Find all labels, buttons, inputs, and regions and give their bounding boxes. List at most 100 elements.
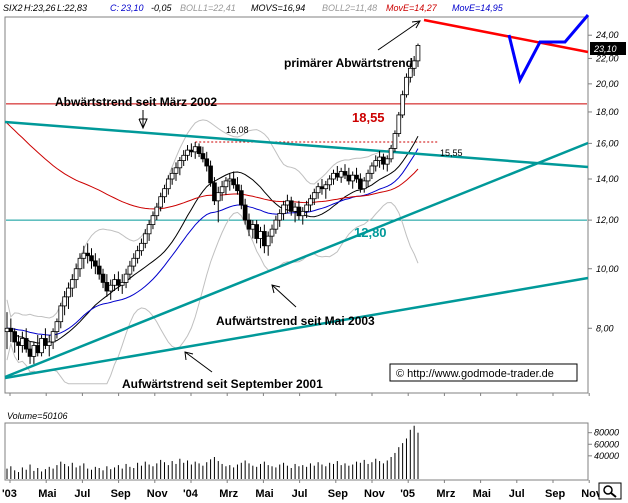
volume-bars — [6, 425, 419, 479]
time-tick-label: Mai — [255, 488, 273, 500]
price-bar — [100, 268, 106, 289]
price-bar — [89, 248, 94, 269]
price-bar — [142, 229, 148, 249]
price-bar-body — [8, 327, 14, 333]
price-bar — [85, 243, 90, 264]
primary-downtrend-line — [423, 18, 589, 54]
price-bar-body — [127, 265, 133, 275]
price-bar — [8, 318, 14, 342]
price-bar-body — [158, 196, 163, 208]
price-bar — [177, 157, 183, 176]
price-bar — [404, 73, 409, 98]
header-boll1: BOLL1=22,41 — [180, 3, 236, 13]
price-bar-body — [181, 154, 187, 161]
price-bar — [361, 177, 367, 193]
price-bars — [4, 43, 421, 364]
price-bar-body — [404, 76, 409, 96]
price-bar-body — [54, 321, 60, 333]
price-bar — [242, 198, 248, 225]
price-bar — [273, 215, 279, 234]
arrowhead-downtrend-march — [138, 118, 148, 130]
time-tick-label: Mai — [38, 488, 56, 500]
price-bar-body — [166, 178, 171, 190]
price-bar — [58, 302, 64, 329]
price-bar-body — [4, 327, 10, 333]
price-bar-body — [204, 158, 210, 167]
volume-tick-label: 80000 — [594, 428, 619, 438]
zoom-icon-box[interactable] — [598, 482, 622, 500]
price-bar-body — [104, 282, 110, 292]
price-bar-body — [361, 180, 367, 190]
price-bar — [158, 192, 163, 212]
price-bar — [384, 155, 390, 172]
price-bar — [212, 177, 217, 205]
price-bar — [288, 196, 294, 216]
price-bar-body — [116, 279, 121, 286]
downtrend-line-march-2002 — [4, 120, 589, 169]
price-bar-body — [277, 213, 283, 221]
price-bar-body — [192, 146, 198, 153]
price-bar-body — [66, 287, 71, 298]
volume-label: Volume=50106 — [7, 411, 67, 421]
price-bar — [12, 328, 18, 353]
price-bar-body — [365, 172, 371, 182]
price-bar-body — [373, 160, 379, 167]
price-bar — [208, 160, 213, 187]
arrow-uptrend-sept-2001 — [184, 351, 213, 373]
price-bar-body — [219, 186, 225, 194]
price-bar — [415, 43, 421, 68]
price-bar — [407, 63, 413, 83]
price-bar — [392, 130, 398, 152]
price-bar-body — [304, 204, 309, 212]
header-symbol: SIX2 — [3, 3, 23, 13]
price-bar-body — [335, 172, 340, 178]
time-tick-label: '03 — [2, 488, 17, 500]
price-bar-body — [177, 160, 183, 169]
bollinger-lower — [6, 201, 419, 385]
price-bar — [96, 258, 102, 280]
magnifier-icon[interactable] — [603, 485, 617, 498]
price-bar-body — [407, 67, 413, 78]
header-change: -0,05 — [151, 3, 173, 13]
price-bar — [169, 167, 175, 185]
time-tick-label: Jul — [509, 488, 525, 500]
copyright-box — [389, 363, 578, 382]
time-tick-label: Mai — [473, 488, 491, 500]
price-bar-body — [315, 186, 321, 194]
price-bar-body — [81, 252, 87, 259]
price-bar-body — [189, 149, 194, 153]
price-bar-body — [231, 178, 236, 186]
price-bar-body — [350, 174, 356, 182]
price-bar-body — [396, 114, 402, 134]
time-axis-ticks: '03 Mai Jul Sep Nov '04 Mrz Mai Jul Sep Nov '05 Mrz M… — [2, 393, 603, 500]
price-bar-body — [215, 192, 221, 202]
header-movs: MOVS=16,94 — [251, 3, 305, 13]
price-bar — [265, 231, 271, 256]
price-bar-body — [265, 235, 271, 247]
price-bar — [139, 238, 144, 256]
price-bar — [238, 184, 244, 210]
price-bar-body — [250, 224, 256, 230]
price-bar-body — [31, 345, 37, 357]
time-tick-label: Jul — [74, 488, 90, 500]
time-tick-label: Nov — [147, 488, 169, 500]
price-bar — [185, 145, 190, 161]
price-bar — [235, 177, 240, 195]
price-bar-body — [146, 224, 152, 235]
price-bar-body — [112, 279, 117, 286]
copyright-text[interactable]: © http://www.godmode-trader.de — [396, 368, 554, 380]
price-bar — [277, 209, 283, 227]
arrow-primary-downtrend — [377, 20, 421, 51]
current-price-tag — [590, 42, 626, 55]
price-bar-body — [39, 338, 44, 354]
price-bar-body — [223, 180, 229, 188]
price-tick-label: 24,00 — [595, 30, 619, 40]
time-tick-label: Nov — [364, 488, 386, 500]
price-bar-body — [258, 231, 263, 239]
price-tick-label: 10,00 — [596, 264, 619, 274]
price-bar-body — [73, 268, 79, 281]
projection-path — [507, 14, 590, 85]
